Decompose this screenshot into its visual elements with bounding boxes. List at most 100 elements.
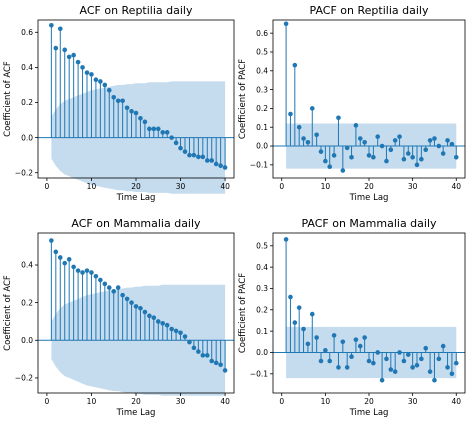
x-axis-label: Time Lag [349,193,389,203]
marker-lag-35 [432,377,437,383]
marker-lag-28 [169,135,174,140]
marker-lag-10 [323,348,328,353]
marker-lag-32 [419,156,424,162]
marker-lag-4 [296,305,302,310]
marker-lag-27 [164,130,170,135]
y-tick-label: −0.2 [15,374,33,383]
marker-lag-40 [222,368,228,373]
y-tick-label: 0.0 [21,133,33,142]
panel-acf-mammalia: ACF on Mammalia daily Time Lag Coefficie… [3,217,235,418]
marker-lag-30 [178,145,183,151]
marker-lag-16 [349,354,354,360]
y-tick-label: 0.6 [21,28,33,37]
marker-lag-15 [111,289,117,294]
marker-lag-16 [115,285,121,290]
marker-lag-28 [169,326,174,332]
marker-lag-6 [305,139,311,145]
marker-lag-21 [371,155,376,160]
marker-lag-8 [314,132,319,138]
y-tick-label: −0.2 [15,168,33,177]
marker-lag-18 [357,343,363,349]
chart-title: ACF on Reptilia daily [80,4,193,17]
marker-lag-15 [111,94,117,100]
y-tick-label: 0.4 [256,66,268,75]
marker-lag-36 [436,356,442,362]
y-tick-label: 0.4 [21,261,33,270]
marker-lag-29 [173,140,179,146]
marker-lag-25 [155,126,161,132]
x-tick-label: 40 [220,397,230,406]
x-tick-label: 20 [364,397,374,406]
marker-lag-34 [196,349,201,354]
marker-lag-1 [49,238,54,243]
marker-lag-32 [187,152,192,158]
marker-lag-18 [357,136,363,141]
marker-lag-20 [366,358,372,364]
y-tick-label: 0.2 [21,298,33,307]
marker-lag-19 [129,300,134,305]
marker-lag-1 [283,21,289,27]
marker-lag-17 [353,337,359,342]
marker-lag-36 [204,353,210,358]
y-tick-label: 0.4 [21,63,33,72]
marker-lag-3 [292,62,298,68]
marker-lag-40 [453,155,459,160]
marker-lag-27 [397,134,402,139]
marker-lag-33 [191,345,197,351]
marker-lag-2 [53,45,59,51]
x-tick-label: 10 [87,397,97,406]
marker-lag-12 [98,277,103,283]
marker-lag-21 [138,305,143,311]
marker-lag-26 [160,130,166,135]
marker-lag-15 [344,145,350,151]
chart-title: PACF on Reptilia daily [310,4,429,17]
y-tick-label: 0.4 [256,263,268,272]
marker-lag-26 [160,321,166,326]
marker-lag-20 [133,110,139,116]
marker-lag-30 [410,155,415,160]
marker-lag-12 [98,79,103,84]
marker-lag-5 [66,257,72,262]
y-tick-label: 0.3 [256,284,268,293]
marker-lag-1 [49,22,54,28]
marker-lag-9 [318,149,324,154]
marker-lag-11 [327,358,333,364]
marker-lag-38 [213,161,219,167]
marker-lag-38 [213,360,219,366]
marker-lag-17 [120,98,125,104]
y-tick-label: −0.1 [250,161,268,170]
x-tick-label: 30 [176,397,186,406]
marker-lag-23 [147,126,152,132]
marker-lag-2 [288,111,293,117]
x-tick-label: 30 [408,182,418,191]
marker-lag-40 [453,360,459,366]
x-tick-label: 20 [364,182,374,191]
marker-lag-27 [164,322,170,328]
marker-lag-6 [71,264,76,270]
x-tick-label: 30 [176,182,186,191]
marker-lag-39 [449,141,455,147]
marker-lag-20 [133,304,139,309]
marker-lag-33 [423,345,429,351]
marker-lag-28 [401,358,407,364]
marker-lag-9 [84,268,90,273]
marker-lag-3 [57,255,63,260]
y-tick-label: 0.0 [256,348,268,357]
marker-lag-16 [115,98,121,104]
y-tick-label: 0.5 [256,48,268,57]
marker-lag-15 [344,365,350,370]
marker-lag-36 [204,158,210,163]
y-axis-label: Coefficient of ACF [3,61,13,137]
y-axis-label: Coefficient of ACF [3,275,13,351]
marker-lag-35 [432,136,437,141]
marker-lag-29 [173,328,179,334]
marker-lag-40 [222,165,228,170]
y-tick-label: 0.5 [256,242,268,251]
marker-lag-7 [309,106,315,111]
marker-lag-2 [53,249,59,255]
marker-lag-11 [93,77,99,82]
y-tick-label: −0.1 [250,370,268,379]
x-tick-label: 0 [279,397,284,406]
marker-lag-16 [349,155,354,160]
marker-lag-29 [405,151,411,156]
